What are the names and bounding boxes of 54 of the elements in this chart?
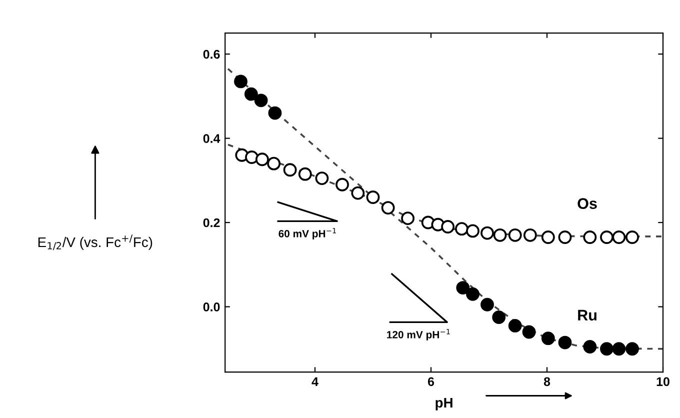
y-tick-label: 0.0 bbox=[203, 302, 220, 312]
y-tick-label: 0.4 bbox=[203, 134, 220, 143]
point bbox=[315, 172, 329, 186]
point bbox=[583, 340, 597, 354]
point bbox=[245, 150, 258, 164]
point bbox=[480, 226, 494, 240]
point bbox=[558, 336, 572, 350]
y-tick-label: 0.2 bbox=[203, 218, 220, 228]
y-axis-title: E$_{1/2}$/V (vs. Fc$^{+/}$Fc) bbox=[38, 234, 152, 250]
point bbox=[492, 310, 506, 324]
point bbox=[441, 220, 455, 234]
x-tick-label: 6 bbox=[428, 377, 434, 386]
x-tick-label: 8 bbox=[544, 377, 550, 386]
point bbox=[456, 281, 470, 295]
point bbox=[254, 94, 268, 108]
point bbox=[336, 178, 349, 192]
point bbox=[267, 156, 281, 170]
point bbox=[283, 163, 297, 177]
annotation: 60 mV pH$^{−1}$ bbox=[278, 228, 336, 240]
point bbox=[508, 318, 522, 332]
point bbox=[381, 201, 395, 214]
point bbox=[508, 228, 522, 242]
point bbox=[255, 152, 269, 166]
point bbox=[626, 230, 639, 244]
point bbox=[234, 74, 248, 88]
point bbox=[480, 298, 494, 312]
point bbox=[600, 342, 614, 356]
point bbox=[612, 230, 626, 244]
point bbox=[351, 186, 365, 200]
point bbox=[612, 342, 626, 356]
point bbox=[244, 87, 258, 101]
series-label: Os bbox=[578, 198, 597, 209]
point bbox=[541, 230, 555, 244]
point bbox=[401, 212, 415, 226]
point bbox=[626, 342, 639, 356]
annotation: 120 mV pH$^{−1}$ bbox=[387, 328, 450, 340]
point bbox=[541, 332, 555, 346]
series-label: Ru bbox=[578, 310, 596, 321]
point bbox=[298, 167, 312, 181]
point bbox=[583, 230, 597, 244]
point bbox=[466, 287, 480, 301]
point bbox=[522, 325, 536, 339]
point bbox=[600, 230, 614, 244]
point bbox=[366, 190, 380, 204]
point bbox=[466, 224, 480, 238]
point bbox=[558, 230, 572, 244]
x-tick-label: 4 bbox=[312, 377, 318, 386]
x-tick-label: 10 bbox=[656, 377, 670, 386]
point bbox=[523, 228, 537, 242]
y-tick-label: 0.6 bbox=[203, 50, 220, 59]
point bbox=[268, 106, 282, 120]
point bbox=[493, 228, 507, 242]
point bbox=[455, 222, 468, 236]
x-axis-title: pH bbox=[436, 398, 452, 410]
